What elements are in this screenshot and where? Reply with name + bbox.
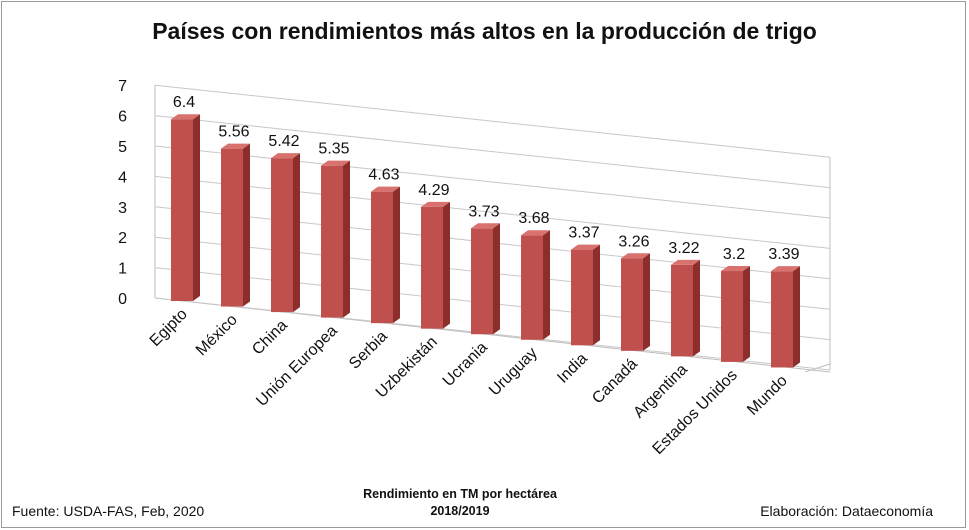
x-tick-label: Serbia (346, 328, 391, 373)
data-label: 3.73 (468, 203, 499, 220)
bar-top (621, 253, 650, 259)
x-tick-label: Egipto (147, 306, 191, 350)
grid-line (154, 145, 831, 219)
bar-side (743, 266, 750, 362)
bar-top (221, 143, 250, 149)
y-tick-label: 0 (118, 291, 127, 308)
data-label: 4.29 (418, 182, 449, 199)
credit-note: Elaboración: Dataeconomía (760, 503, 933, 519)
bar (321, 165, 343, 318)
bar-side (293, 153, 300, 313)
bar (571, 249, 593, 346)
y-tick-label: 5 (118, 139, 127, 156)
data-label: 5.35 (318, 141, 349, 158)
bar-side (643, 253, 650, 351)
axis-caption-line1: Rendimiento en TM por hectárea (363, 487, 557, 501)
data-label: 3.22 (668, 240, 699, 257)
bar-top (321, 160, 350, 166)
bar (721, 271, 743, 362)
bar-top (521, 230, 550, 236)
x-tick-label: Uruguay (486, 345, 541, 400)
bar-side (543, 230, 550, 340)
data-labels: 6.4 5.56 5.42 5.35 4.63 4.29 3.73 3.68 3.37 3.26 3… (173, 94, 800, 263)
bars (171, 114, 800, 368)
grid-line (154, 175, 831, 249)
y-tick-label: 7 (118, 78, 127, 95)
data-label: 5.56 (218, 124, 249, 141)
bar-top (571, 244, 600, 250)
data-label: 3.68 (518, 210, 549, 227)
data-label: 3.2 (723, 246, 745, 263)
bar-side (343, 160, 350, 318)
grid-line (154, 84, 831, 158)
data-label: 3.37 (568, 225, 599, 242)
bar-top (171, 114, 200, 120)
x-tick-label: Canadá (589, 356, 641, 408)
bar (671, 264, 693, 357)
data-label: 4.63 (368, 167, 399, 184)
y-tick-label: 3 (118, 200, 127, 217)
x-tick-label: Mundo (744, 372, 791, 419)
bar-top (371, 186, 400, 192)
bar-side (793, 266, 800, 368)
y-tick-label: 1 (118, 261, 127, 278)
chart-title: Países con rendimientos más altos en la … (152, 18, 817, 44)
y-tick-label: 2 (118, 230, 127, 247)
bar (771, 271, 793, 368)
data-label: 6.4 (173, 94, 195, 111)
bar (521, 235, 543, 340)
bar-top (721, 266, 750, 272)
bar-side (693, 259, 700, 357)
bar-top (271, 153, 300, 159)
bar-side (393, 186, 400, 324)
source-note: Fuente: USDA-FAS, Feb, 2020 (12, 503, 205, 519)
data-label: 5.42 (268, 133, 299, 150)
x-tick-label: Ucrania (440, 339, 491, 390)
x-tick-label: China (249, 317, 291, 359)
bar-side (193, 114, 200, 301)
y-tick-label: 6 (118, 109, 127, 126)
bar (421, 206, 443, 329)
data-label: 3.39 (768, 246, 799, 263)
bar-side (443, 201, 450, 329)
bar-side (493, 223, 500, 335)
bar-side (593, 244, 600, 346)
bar (171, 119, 193, 301)
axis-caption: Rendimiento en TM por hectárea 2018/2019 (330, 486, 590, 520)
bar (471, 228, 493, 335)
bar (621, 258, 643, 351)
x-tick-label: México (193, 311, 241, 359)
bar (371, 191, 393, 324)
y-tick-label: 4 (118, 169, 127, 186)
bar-top (771, 266, 800, 272)
bar-top (671, 259, 700, 265)
bar (271, 158, 293, 313)
grid-line (154, 115, 831, 189)
bar-top (421, 201, 450, 207)
floor-corner (804, 363, 831, 373)
bar-side (243, 143, 250, 307)
data-label: 3.26 (618, 233, 649, 250)
bar (221, 148, 243, 307)
axis-caption-line2: 2018/2019 (430, 504, 490, 518)
x-tick-label: India (554, 350, 591, 387)
bar-top (471, 223, 500, 229)
y-axis-tick-labels: 0 1 2 3 4 5 6 7 (118, 78, 127, 308)
